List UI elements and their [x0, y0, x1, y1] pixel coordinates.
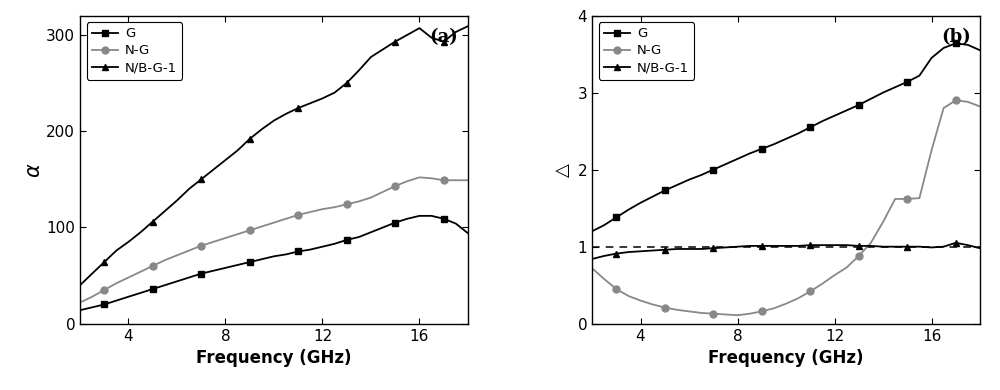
Legend: G, N-G, N/B-G-1: G, N-G, N/B-G-1	[599, 22, 694, 80]
Legend: G, N-G, N/B-G-1: G, N-G, N/B-G-1	[87, 22, 182, 80]
Text: (a): (a)	[429, 28, 458, 46]
Y-axis label: α: α	[23, 163, 43, 177]
Y-axis label: △: △	[554, 163, 572, 177]
Text: (b): (b)	[941, 28, 971, 46]
X-axis label: Frequency (GHz): Frequency (GHz)	[708, 349, 864, 367]
X-axis label: Frequency (GHz): Frequency (GHz)	[196, 349, 352, 367]
